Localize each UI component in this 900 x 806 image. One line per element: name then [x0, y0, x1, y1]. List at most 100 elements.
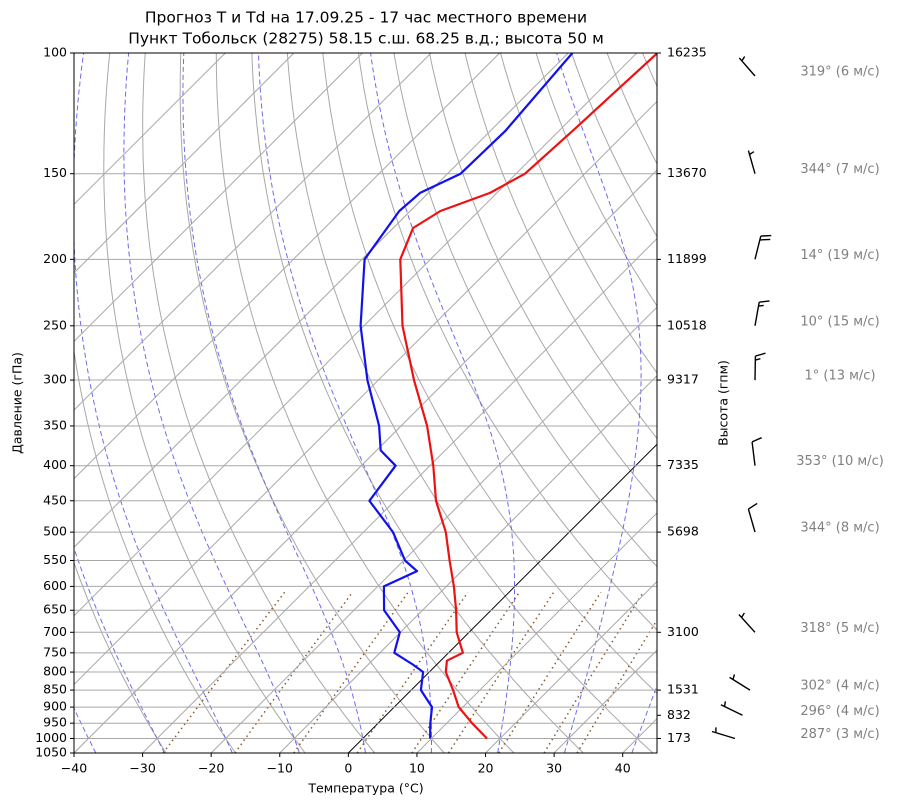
wind-label: 344° (8 м/с) — [800, 521, 879, 536]
dry-adiabat — [571, 53, 657, 238]
wind-label: 296° (4 м/с) — [800, 704, 879, 719]
isotherm — [74, 53, 501, 480]
chart-subtitle: Пункт Тобольск (28275) 58.15 с.ш. 68.25 … — [128, 30, 604, 48]
y2-tick-label: 3100 — [667, 624, 699, 639]
dry-adiabat — [286, 53, 654, 753]
barb-shape — [720, 701, 743, 716]
y2-tick-label: 10518 — [667, 317, 707, 332]
barb-shape — [738, 56, 756, 77]
y2-tick-label: 7335 — [667, 457, 699, 472]
y-tick-label: 850 — [43, 682, 67, 697]
x-tick-label: 30 — [546, 761, 562, 776]
x-tick-label: 0 — [344, 761, 352, 776]
x-tick-label: −20 — [198, 761, 224, 776]
moist-adiabat — [370, 53, 515, 753]
dry-adiabat — [464, 53, 657, 440]
wind-label: 14° (19 м/с) — [800, 248, 879, 263]
barb-shape — [747, 150, 756, 174]
zero-isotherm — [347, 443, 657, 753]
y-tick-label: 150 — [43, 165, 67, 180]
dry-adiabat — [103, 53, 306, 753]
y2-tick-label: 9317 — [667, 372, 699, 387]
plot-frame — [73, 52, 658, 754]
mixing-ratio-line — [411, 591, 521, 753]
dry-adiabat — [322, 53, 657, 695]
x-tick-label: −40 — [61, 761, 87, 776]
wind-label: 287° (3 м/с) — [800, 727, 879, 742]
wind-barb — [720, 701, 743, 716]
isotherm — [416, 512, 657, 753]
x-tick-label: 40 — [615, 761, 631, 776]
wind-label: 1° (13 м/с) — [804, 369, 875, 384]
wind-label: 318° (5 м/с) — [800, 621, 879, 636]
wind-label: 353° (10 м/с) — [796, 454, 884, 469]
barb-shape — [754, 234, 772, 260]
dry-adiabat — [429, 53, 657, 504]
wind-barb — [729, 674, 751, 691]
x-tick-label: 10 — [409, 761, 425, 776]
profile-line — [359, 53, 574, 739]
isotherm — [74, 100, 657, 686]
y-tick-label: 950 — [43, 715, 67, 730]
barb-shape — [711, 727, 736, 740]
wind-barb — [711, 727, 736, 740]
x-axis-label: Температура (°C) — [307, 781, 423, 796]
wind-label: 10° (15 м/с) — [800, 314, 879, 329]
barb-shape — [738, 612, 756, 633]
y2-tick-label: 5698 — [667, 524, 699, 539]
y-tick-label: 250 — [43, 317, 67, 332]
y-tick-label: 600 — [43, 578, 67, 593]
mixing-ratio-line — [543, 591, 644, 753]
y-tick-label: 300 — [43, 372, 67, 387]
wind-label: 319° (6 м/с) — [800, 65, 879, 80]
y-tick-label: 350 — [43, 417, 67, 432]
dry-adiabat — [179, 53, 445, 753]
isotherm — [74, 169, 657, 753]
wind-barb — [747, 150, 756, 174]
grid — [74, 53, 657, 753]
barb-shape — [747, 502, 758, 533]
y2-tick-label: 173 — [667, 730, 691, 745]
y2-tick-label: 13670 — [667, 165, 707, 180]
y-tick-label: 1050 — [35, 745, 67, 760]
isotherm — [74, 53, 432, 411]
wind-label: 344° (7 м/с) — [800, 162, 879, 177]
profile-line — [399, 53, 657, 740]
wind-label: 302° (4 м/с) — [800, 679, 879, 694]
moist-adiabat — [556, 53, 642, 753]
mixing-ratio-line — [234, 591, 354, 753]
y2-tick-label: 1531 — [667, 682, 699, 697]
mixing-ratio-line — [447, 591, 555, 753]
y-tick-label: 450 — [43, 492, 67, 507]
dry-adiabat — [500, 53, 657, 374]
wind-barb — [747, 502, 758, 533]
y-tick-label: 100 — [43, 45, 67, 60]
dry-adiabat — [393, 53, 657, 568]
y2-tick-label: 16235 — [667, 45, 707, 60]
moist-adiabat — [123, 53, 300, 753]
mixing-ratio-line — [576, 618, 657, 753]
dry-adiabat — [251, 53, 584, 753]
wind-barb — [754, 352, 766, 381]
isotherm — [74, 53, 638, 617]
isotherm — [74, 53, 363, 343]
chart-title: Прогноз T и Td на 17.09.25 - 17 час мест… — [145, 9, 587, 27]
y-tick-label: 1000 — [35, 730, 67, 745]
y-tick-label: 500 — [43, 524, 67, 539]
isotherm — [485, 580, 657, 753]
barb-shape — [754, 352, 766, 381]
profiles — [359, 53, 657, 740]
wind-barb — [751, 437, 762, 466]
barb-shape — [754, 300, 770, 326]
wind-barb — [738, 56, 756, 77]
reference-lines — [74, 53, 657, 753]
y2-tick-label: 11899 — [667, 251, 707, 266]
axes: 1001502002503003504004505005506006507007… — [35, 45, 707, 776]
x-tick-label: −10 — [267, 761, 293, 776]
barb-shape — [729, 674, 751, 691]
y-tick-label: 650 — [43, 602, 67, 617]
barb-shape — [751, 437, 762, 466]
moist-adiabat — [182, 53, 366, 753]
dry-adiabat — [215, 53, 515, 753]
